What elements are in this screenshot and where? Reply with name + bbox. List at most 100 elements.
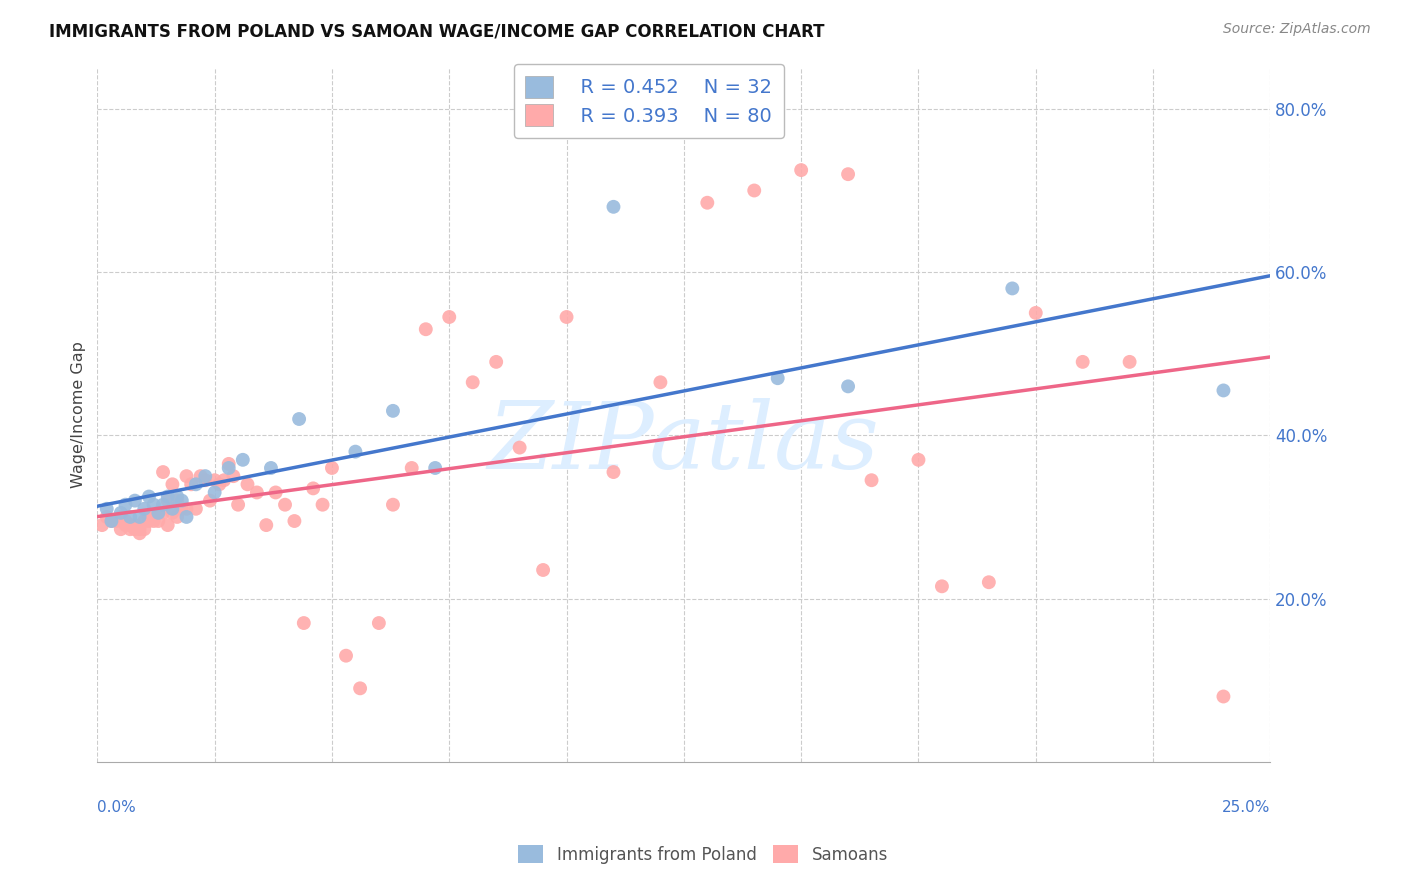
Point [120,522,142,536]
Point [401,461,423,475]
Point [1212,384,1234,398]
Text: Source: ZipAtlas.com: Source: ZipAtlas.com [1223,22,1371,37]
Point [96,501,118,516]
Point [232,452,254,467]
Point [105,514,128,528]
Point [288,412,311,426]
Point [260,461,283,475]
Point [461,376,484,390]
Point [222,469,245,483]
Point [96,510,118,524]
Point [274,498,297,512]
Point [1212,690,1234,704]
Point [156,490,179,504]
Point [156,518,179,533]
Point [198,493,221,508]
Point [790,163,813,178]
Point [425,461,447,475]
Point [100,514,122,528]
Point [602,200,624,214]
Y-axis label: Wage/Income Gap: Wage/Income Gap [72,342,86,488]
Point [114,514,136,528]
Point [142,514,165,528]
Point [152,506,174,520]
Point [128,522,150,536]
Point [91,518,114,533]
Point [166,493,188,508]
Point [138,510,160,524]
Point [742,184,765,198]
Point [1001,281,1024,295]
Point [124,522,146,536]
Point [170,493,193,508]
Point [837,167,859,181]
Point [138,490,160,504]
Text: 25.0%: 25.0% [1222,800,1271,815]
Point [766,371,789,385]
Point [190,469,212,483]
Point [439,310,461,324]
Point [138,514,160,528]
Point [120,518,142,533]
Point [1071,355,1094,369]
Point [907,452,929,467]
Point [485,355,508,369]
Point [124,518,146,533]
Legend:   R = 0.452    N = 32,   R = 0.393    N = 80: R = 0.452 N = 32, R = 0.393 N = 80 [513,64,783,138]
Point [311,498,333,512]
Point [194,473,217,487]
Point [696,195,718,210]
Point [162,477,184,491]
Point [176,501,198,516]
Point [156,493,179,508]
Point [246,485,269,500]
Point [321,461,343,475]
Text: IMMIGRANTS FROM POLAND VS SAMOAN WAGE/INCOME GAP CORRELATION CHART: IMMIGRANTS FROM POLAND VS SAMOAN WAGE/IN… [49,22,825,40]
Point [381,404,404,418]
Point [124,493,146,508]
Point [212,473,235,487]
Point [134,522,156,536]
Point [218,457,240,471]
Point [114,518,136,533]
Text: 0.0%: 0.0% [97,800,136,815]
Point [184,477,207,491]
Text: ZIPatlas: ZIPatlas [488,398,880,488]
Point [218,461,240,475]
Point [837,379,859,393]
Point [415,322,437,336]
Point [602,465,624,479]
Point [509,441,531,455]
Point [335,648,357,663]
Point [152,465,174,479]
Point [176,469,198,483]
Point [148,514,170,528]
Point [236,477,259,491]
Point [283,514,305,528]
Point [208,477,231,491]
Point [170,501,193,516]
Point [148,506,170,520]
Point [381,498,404,512]
Point [176,510,198,524]
Point [152,498,174,512]
Point [1025,306,1047,320]
Point [931,579,953,593]
Point [142,498,165,512]
Point [204,485,226,500]
Point [134,501,156,516]
Point [292,615,315,630]
Point [110,510,132,524]
Point [114,498,136,512]
Point [166,510,188,524]
Point [110,506,132,520]
Point [142,510,165,524]
Point [531,563,554,577]
Point [148,506,170,520]
Point [254,518,277,533]
Point [1118,355,1140,369]
Point [128,510,150,524]
Point [194,469,217,483]
Legend: Immigrants from Poland, Samoans: Immigrants from Poland, Samoans [512,838,894,871]
Point [650,376,672,390]
